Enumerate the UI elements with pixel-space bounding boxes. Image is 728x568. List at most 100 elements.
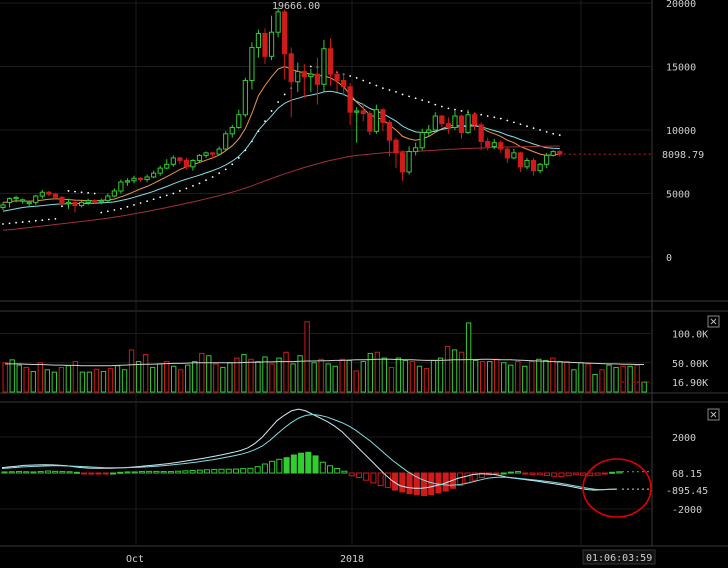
price-panel[interactable]	[0, 7, 652, 231]
candle-body[interactable]	[216, 148, 222, 155]
histogram-bar[interactable]	[312, 455, 319, 474]
histogram-bar[interactable]	[609, 471, 616, 474]
volume-bar[interactable]	[121, 369, 128, 393]
histogram-bar[interactable]	[95, 472, 102, 475]
volume-bar[interactable]	[79, 371, 86, 393]
volume-bar[interactable]	[220, 366, 226, 393]
candle-body[interactable]	[13, 196, 19, 200]
volume-bar[interactable]	[332, 365, 338, 393]
histogram-bar[interactable]	[247, 467, 254, 474]
histogram-bar[interactable]	[88, 472, 95, 475]
volume-bar[interactable]	[93, 368, 100, 393]
candle-body[interactable]	[524, 159, 530, 168]
candle-body[interactable]	[458, 115, 465, 134]
histogram-bar[interactable]	[572, 472, 579, 476]
histogram-bar[interactable]	[73, 471, 80, 474]
candle-body[interactable]	[354, 110, 360, 113]
histogram-bar[interactable]	[167, 471, 174, 474]
histogram-bar[interactable]	[471, 472, 478, 481]
candle-body[interactable]	[131, 177, 137, 182]
volume-bar[interactable]	[114, 365, 121, 393]
candle-body[interactable]	[491, 142, 497, 148]
histogram-bar[interactable]	[204, 469, 211, 474]
volume-bar[interactable]	[135, 361, 142, 393]
candle-body[interactable]	[124, 180, 131, 183]
volume-bar[interactable]	[37, 362, 43, 393]
volume-bar[interactable]	[164, 361, 170, 393]
histogram-bar[interactable]	[109, 472, 117, 475]
volume-bar[interactable]	[353, 370, 359, 393]
candle-body[interactable]	[203, 152, 209, 156]
histogram-bar[interactable]	[102, 472, 109, 475]
volume-bar[interactable]	[458, 351, 465, 393]
volume-bar[interactable]	[283, 351, 289, 393]
volume-bar[interactable]	[444, 345, 451, 393]
volume-bar[interactable]	[290, 363, 296, 393]
volume-bar[interactable]	[472, 359, 479, 393]
oscillator-panel[interactable]	[1, 408, 652, 496]
histogram-bar[interactable]	[160, 471, 167, 474]
volume-bar[interactable]	[529, 361, 535, 393]
candle-body[interactable]	[170, 157, 176, 165]
candle-body[interactable]	[308, 73, 314, 78]
candle-body[interactable]	[144, 176, 150, 181]
histogram-bar[interactable]	[153, 470, 160, 474]
histogram-bar[interactable]	[305, 451, 312, 474]
volume-bar[interactable]	[543, 359, 549, 393]
candle-body[interactable]	[183, 159, 190, 168]
volume-bar[interactable]	[30, 371, 36, 393]
histogram-bar[interactable]	[182, 470, 189, 474]
histogram-bar[interactable]	[240, 468, 247, 474]
volume-bar[interactable]	[206, 355, 212, 393]
histogram-bar[interactable]	[543, 472, 551, 477]
histogram-bar[interactable]	[377, 472, 384, 487]
histogram-bar[interactable]	[457, 472, 464, 487]
histogram-bar[interactable]	[565, 472, 572, 477]
histogram-bar[interactable]	[175, 470, 182, 474]
candle-body[interactable]	[498, 142, 504, 150]
histogram-bar[interactable]	[551, 472, 558, 477]
volume-bar[interactable]	[479, 361, 486, 393]
volume-bar[interactable]	[23, 366, 29, 393]
volume-bar[interactable]	[325, 363, 331, 393]
histogram-bar[interactable]	[37, 471, 44, 474]
close-icon[interactable]	[707, 408, 720, 421]
candle-body[interactable]	[255, 32, 262, 48]
candle-body[interactable]	[386, 121, 393, 141]
candle-body[interactable]	[301, 71, 307, 78]
histogram-bar[interactable]	[580, 472, 587, 476]
volume-panel[interactable]	[2, 321, 652, 393]
volume-bar[interactable]	[9, 359, 15, 393]
histogram-bar[interactable]	[370, 472, 377, 484]
histogram-bar[interactable]	[8, 471, 15, 474]
volume-bar[interactable]	[620, 365, 626, 393]
histogram-bar[interactable]	[283, 457, 290, 474]
volume-bar[interactable]	[592, 373, 598, 393]
histogram-bar[interactable]	[413, 472, 420, 496]
histogram-bar[interactable]	[146, 470, 153, 474]
candle-body[interactable]	[118, 181, 124, 192]
histogram-bar[interactable]	[290, 454, 297, 474]
candle-body[interactable]	[445, 123, 451, 128]
volume-bar[interactable]	[381, 357, 388, 393]
histogram-bar[interactable]	[341, 470, 348, 474]
close-icon-glyph[interactable]	[710, 318, 717, 325]
candle-body[interactable]	[360, 110, 366, 114]
candle-body[interactable]	[295, 71, 301, 83]
volume-bar[interactable]	[44, 369, 50, 393]
volume-bar[interactable]	[142, 354, 149, 393]
volume-bar[interactable]	[255, 361, 261, 393]
histogram-bar[interactable]	[81, 472, 88, 475]
histogram-bar[interactable]	[52, 470, 59, 474]
histogram-bar[interactable]	[478, 472, 485, 478]
histogram-bar[interactable]	[276, 458, 283, 474]
volume-bar[interactable]	[571, 369, 577, 393]
volume-bar[interactable]	[402, 359, 409, 393]
histogram-bar[interactable]	[261, 463, 268, 474]
volume-bar[interactable]	[367, 352, 373, 393]
histogram-bar[interactable]	[23, 471, 30, 474]
histogram-bar[interactable]	[232, 468, 240, 474]
close-icon-glyph[interactable]	[710, 411, 717, 418]
volume-bar[interactable]	[262, 356, 268, 393]
volume-bar[interactable]	[388, 366, 395, 393]
